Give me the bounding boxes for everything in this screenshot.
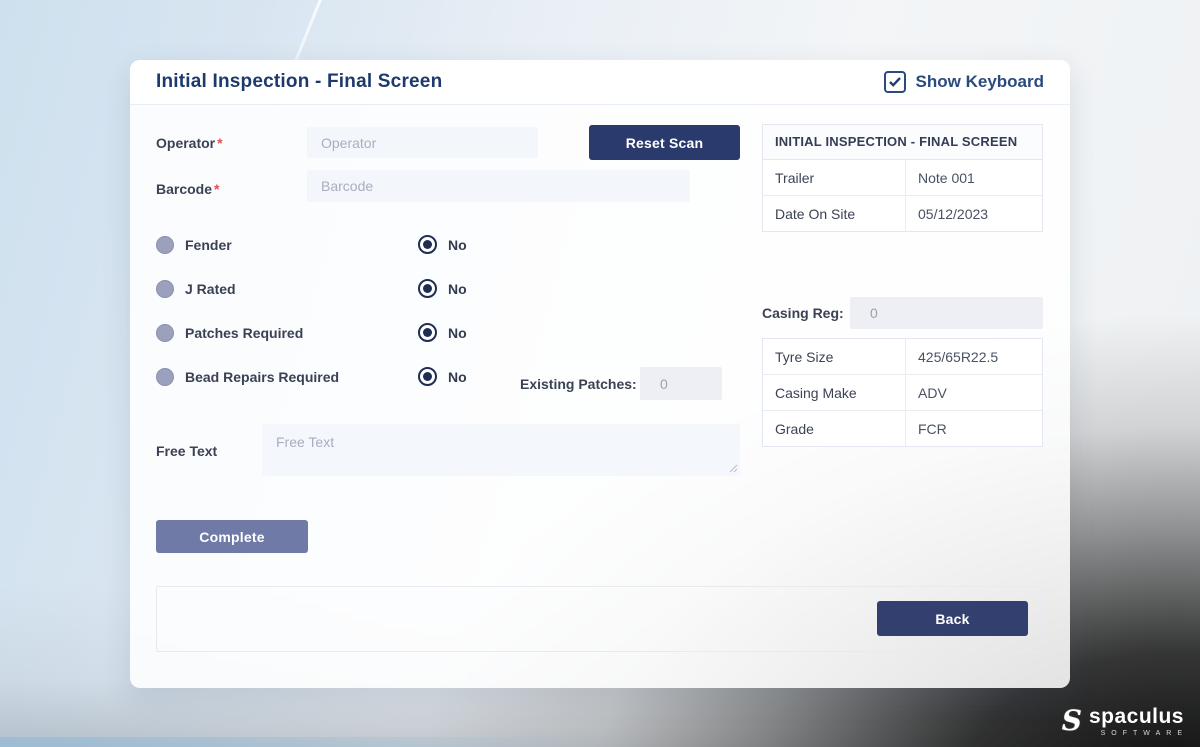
show-keyboard-checkbox[interactable] — [883, 71, 906, 93]
brand-logo: S spaculus SOFTWARE — [1061, 704, 1184, 738]
barcode-label: Barcode * — [156, 181, 219, 197]
free-text-input[interactable] — [262, 424, 740, 476]
radio-dot-icon — [423, 284, 432, 293]
existing-patches-input[interactable] — [640, 367, 722, 400]
casing-reg-input[interactable] — [850, 297, 1043, 329]
row-value: 425/65R22.5 — [918, 348, 999, 365]
row-value: FCR — [918, 420, 947, 437]
show-keyboard-toggle[interactable]: Show Keyboard — [883, 71, 1044, 93]
radio-label: No — [448, 237, 467, 253]
row-value: Note 001 — [918, 169, 975, 186]
row-label: Trailer — [763, 160, 906, 195]
barcode-label-text: Barcode — [156, 181, 213, 197]
table-row: Date On Site 05/12/2023 — [763, 196, 1042, 231]
row-label: Date On Site — [763, 196, 906, 231]
toggle-indicator[interactable] — [156, 236, 174, 254]
toggle-label: J Rated — [185, 281, 236, 297]
radio-no[interactable] — [418, 367, 437, 386]
complete-button[interactable]: Complete — [156, 520, 308, 553]
required-asterisk: * — [214, 181, 220, 197]
toggle-row-patches-required: Patches Required No — [156, 323, 536, 343]
background-bottom-band — [0, 737, 640, 747]
row-label: Grade — [763, 411, 906, 446]
operator-label-text: Operator — [156, 135, 216, 151]
toggle-label: Bead Repairs Required — [185, 369, 340, 385]
free-text-label: Free Text — [156, 443, 218, 459]
radio-no[interactable] — [418, 323, 437, 342]
brand-tagline: SOFTWARE — [1100, 730, 1188, 737]
summary-table-header: INITIAL INSPECTION - FINAL SCREEN — [763, 125, 1042, 160]
radio-dot-icon — [423, 328, 432, 337]
toggle-label: Patches Required — [185, 325, 304, 341]
radio-no[interactable] — [418, 235, 437, 254]
row-label: Tyre Size — [763, 339, 906, 374]
row-label: Casing Make — [763, 375, 906, 410]
operator-label: Operator * — [156, 135, 223, 151]
brand-s-icon: S — [1061, 704, 1082, 738]
radio-label: No — [448, 369, 467, 385]
operator-input[interactable] — [307, 127, 538, 158]
table-row: Casing Make ADV — [763, 375, 1042, 411]
barcode-input[interactable] — [307, 170, 690, 202]
toggle-indicator[interactable] — [156, 368, 174, 386]
radio-dot-icon — [423, 240, 432, 249]
toggle-indicator[interactable] — [156, 280, 174, 298]
page-title: Initial Inspection - Final Screen — [156, 71, 443, 92]
summary-table: INITIAL INSPECTION - FINAL SCREEN Traile… — [762, 124, 1043, 232]
toggle-indicator[interactable] — [156, 324, 174, 342]
radio-dot-icon — [423, 372, 432, 381]
toggle-row-fender: Fender No — [156, 235, 536, 255]
card-header: Initial Inspection - Final Screen Show K… — [130, 60, 1070, 105]
reset-scan-button[interactable]: Reset Scan — [589, 125, 740, 160]
casing-table: Tyre Size 425/65R22.5 Casing Make ADV Gr… — [762, 338, 1043, 447]
existing-patches-label: Existing Patches: — [520, 376, 637, 392]
toggle-row-bead-repairs-required: Bead Repairs Required No — [156, 367, 536, 387]
table-row: Tyre Size 425/65R22.5 — [763, 339, 1042, 375]
footer-panel: Back — [156, 586, 1043, 652]
free-text-wrapper — [262, 424, 740, 476]
checkbox-check-icon — [888, 77, 901, 87]
table-row: Trailer Note 001 — [763, 160, 1042, 196]
brand-text: spaculus SOFTWARE — [1088, 704, 1184, 737]
back-button[interactable]: Back — [877, 601, 1028, 636]
required-asterisk: * — [217, 135, 223, 151]
table-row: Grade FCR — [763, 411, 1042, 446]
radio-label: No — [448, 325, 467, 341]
toggle-row-j-rated: J Rated No — [156, 279, 536, 299]
card-body: Operator* Reset Scan Barcode* Fender No … — [130, 105, 1070, 688]
toggle-label: Fender — [185, 237, 232, 253]
casing-reg-label: Casing Reg: — [762, 305, 844, 321]
radio-no[interactable] — [418, 279, 437, 298]
radio-label: No — [448, 281, 467, 297]
show-keyboard-label: Show Keyboard — [915, 72, 1044, 91]
brand-name: spaculus — [1088, 704, 1184, 728]
main-card: Initial Inspection - Final Screen Show K… — [130, 60, 1070, 688]
row-value: ADV — [918, 384, 947, 401]
row-value: 05/12/2023 — [918, 205, 989, 222]
